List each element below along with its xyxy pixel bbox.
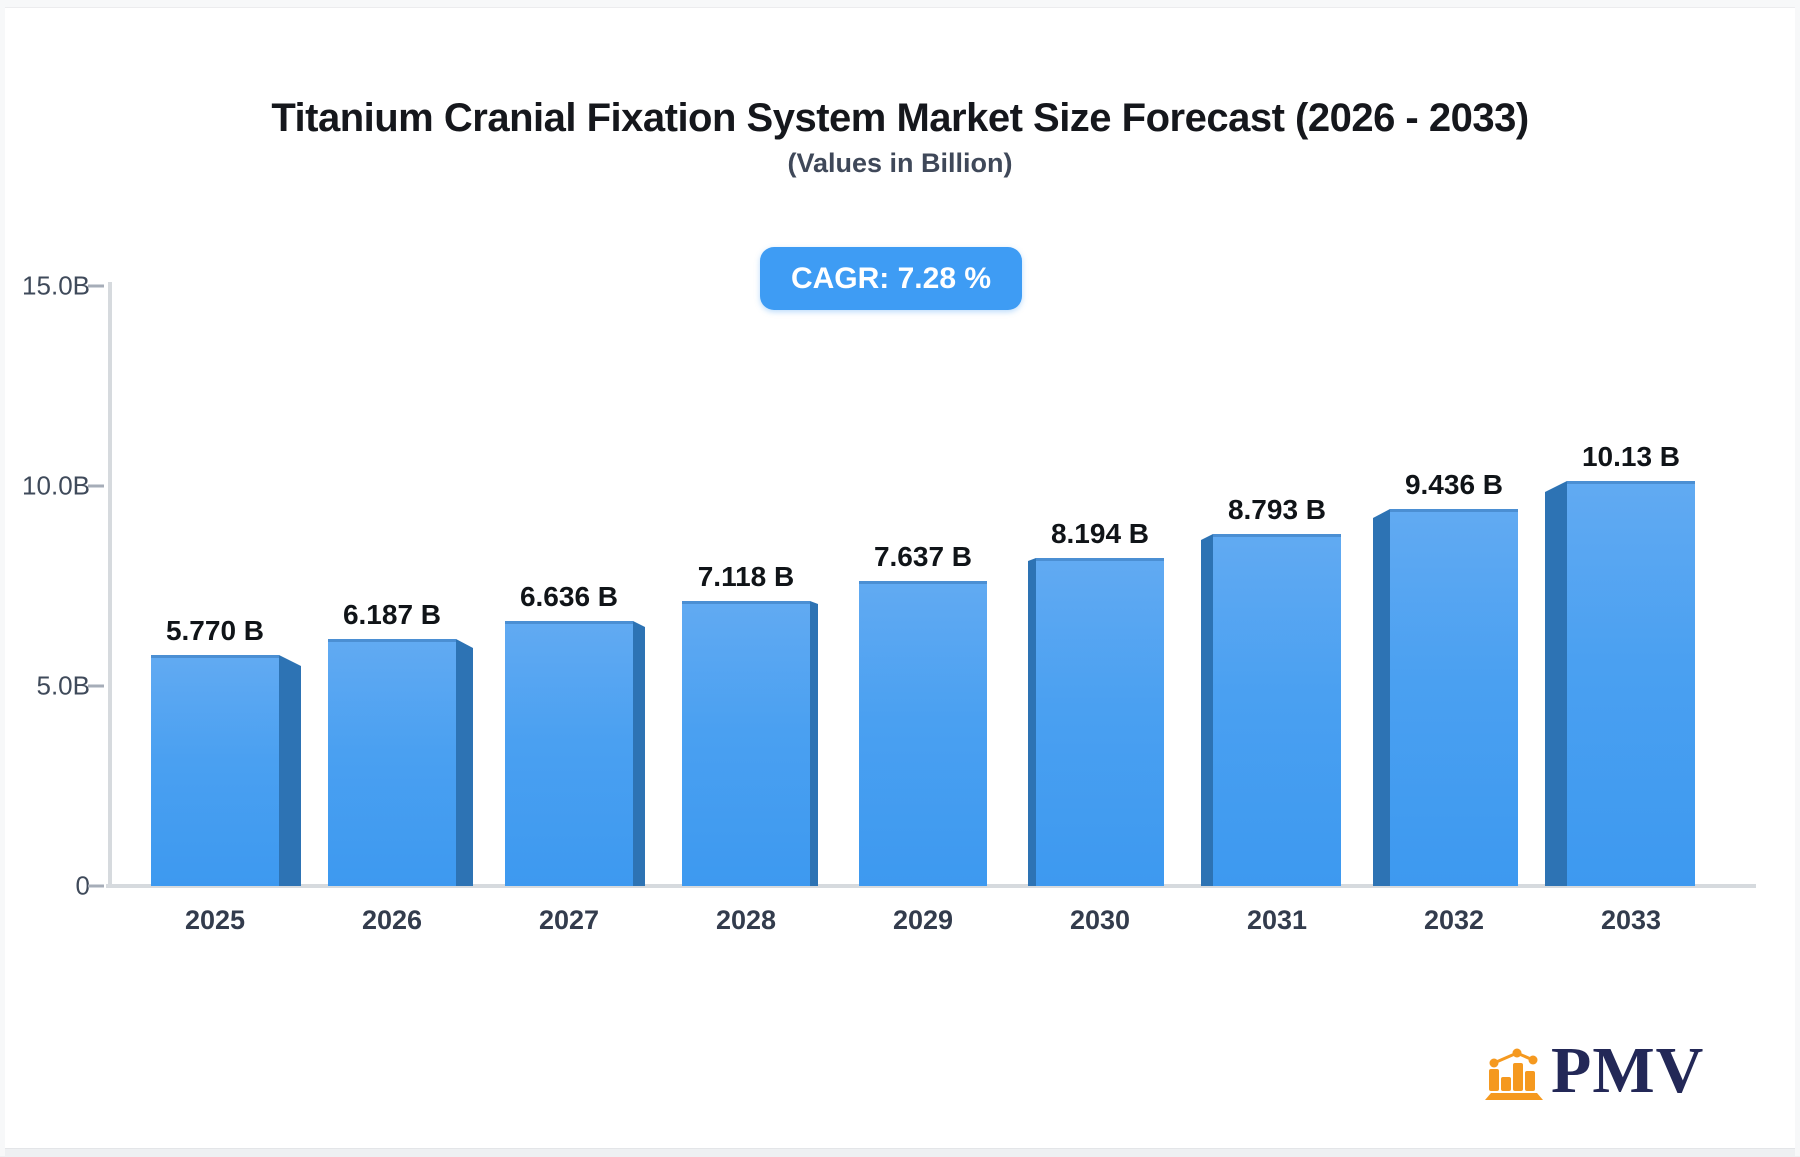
y-axis-label: 0 [75,870,90,901]
bar-side-panel [279,655,301,886]
chart-subtitle: (Values in Billion) [787,148,1013,178]
bar[interactable] [1036,558,1164,886]
cagr-badge: CAGR: 7.28 % [760,247,1022,310]
x-axis-label: 2031 [1246,905,1308,935]
bar[interactable] [1213,534,1341,886]
canvas-edge-right [1795,0,1800,1156]
bar-value-label: 8.793 B [1227,494,1327,525]
bar-value-label: 6.187 B [342,599,442,630]
canvas-edge-top [0,0,1800,8]
y-axis-line [108,282,112,888]
bar-side-panel [633,621,645,886]
x-axis-label: 2032 [1423,905,1485,935]
bar-chart-logo-icon [1485,1048,1543,1100]
bar-side-panel [1373,509,1390,886]
bar[interactable] [505,621,633,886]
chart-title: Titanium Cranial Fixation System Market … [271,96,1529,140]
bar-side-panel [1545,481,1567,886]
bar-value-label: 10.13 B [1581,441,1681,472]
bar[interactable] [1390,509,1518,886]
x-axis-label: 2028 [715,905,777,935]
pmv-logo: PMV [1483,1038,1704,1104]
bar-value-label: 5.770 B [165,615,265,646]
pmv-logo-text: PMV [1551,1034,1705,1107]
cagr-badge-label: CAGR: 7.28 % [790,261,992,295]
bar-side-panel [456,639,473,886]
x-axis-label: 2025 [184,905,246,935]
bar[interactable] [328,639,456,886]
x-axis-label: 2030 [1069,905,1131,935]
y-axis-tick [88,684,104,688]
bar[interactable] [1567,481,1695,886]
x-axis-label: 2027 [538,905,600,935]
bar[interactable] [859,581,987,886]
x-axis-label: 2033 [1600,905,1662,935]
bar[interactable] [151,655,279,886]
y-axis-label: 15.0B [22,270,90,301]
bar-value-label: 7.637 B [873,541,973,572]
bar-side-panel [810,601,818,886]
bar-value-label: 8.194 B [1050,518,1150,549]
x-axis-baseline [106,884,1756,888]
bar-side-panel [1201,534,1213,886]
bar[interactable] [682,601,810,886]
y-axis-label: 10.0B [22,470,90,501]
y-axis-label: 5.0B [36,670,91,701]
x-axis-label: 2029 [892,905,954,935]
bar-value-label: 6.636 B [519,581,619,612]
bar-value-label: 9.436 B [1404,469,1504,500]
canvas-edge-left [0,0,5,1156]
y-axis-tick [88,884,104,888]
y-axis-tick [88,284,104,288]
bar-side-panel [1028,558,1036,886]
y-axis-tick [88,484,104,488]
bar-value-label: 7.118 B [697,561,795,592]
x-axis-label: 2026 [361,905,423,935]
canvas-edge-bottom [0,1148,1800,1157]
